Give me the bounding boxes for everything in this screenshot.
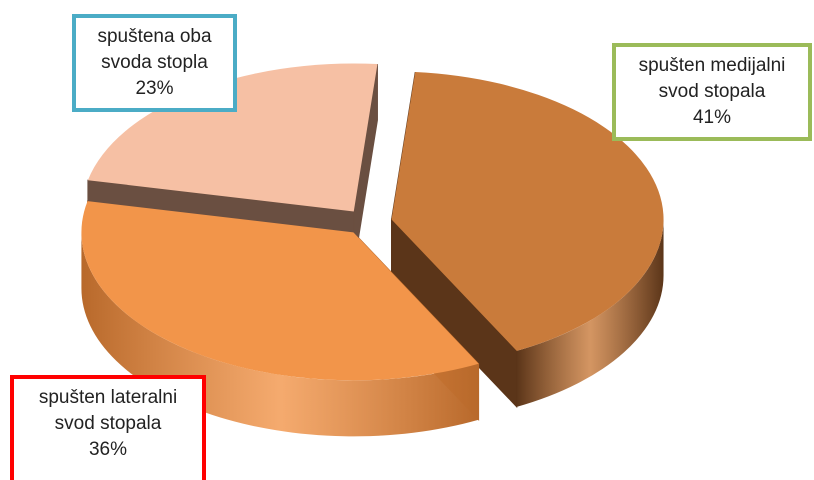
slice [81,201,479,381]
data-label-box: spušten medijalni svod stopala 41% [612,43,812,141]
slice [391,72,664,351]
data-label-category: spušten lateralni svod stopala [38,387,178,434]
data-label-box: spušten lateralni svod stopala 36% [10,375,206,480]
data-label-box: spuštena oba svoda stopla 23% [72,14,237,112]
data-label-value: 36% [88,439,128,460]
slice-outer-wall [516,219,664,407]
data-label-value: 41% [692,107,732,128]
data-label-value: 23% [135,78,174,99]
data-label-category: spušten medijalni svod stopala [638,55,786,102]
slice-cut-wall [391,218,518,409]
data-label-category: spuštena oba svoda stopla [97,26,212,73]
slice [87,63,378,212]
